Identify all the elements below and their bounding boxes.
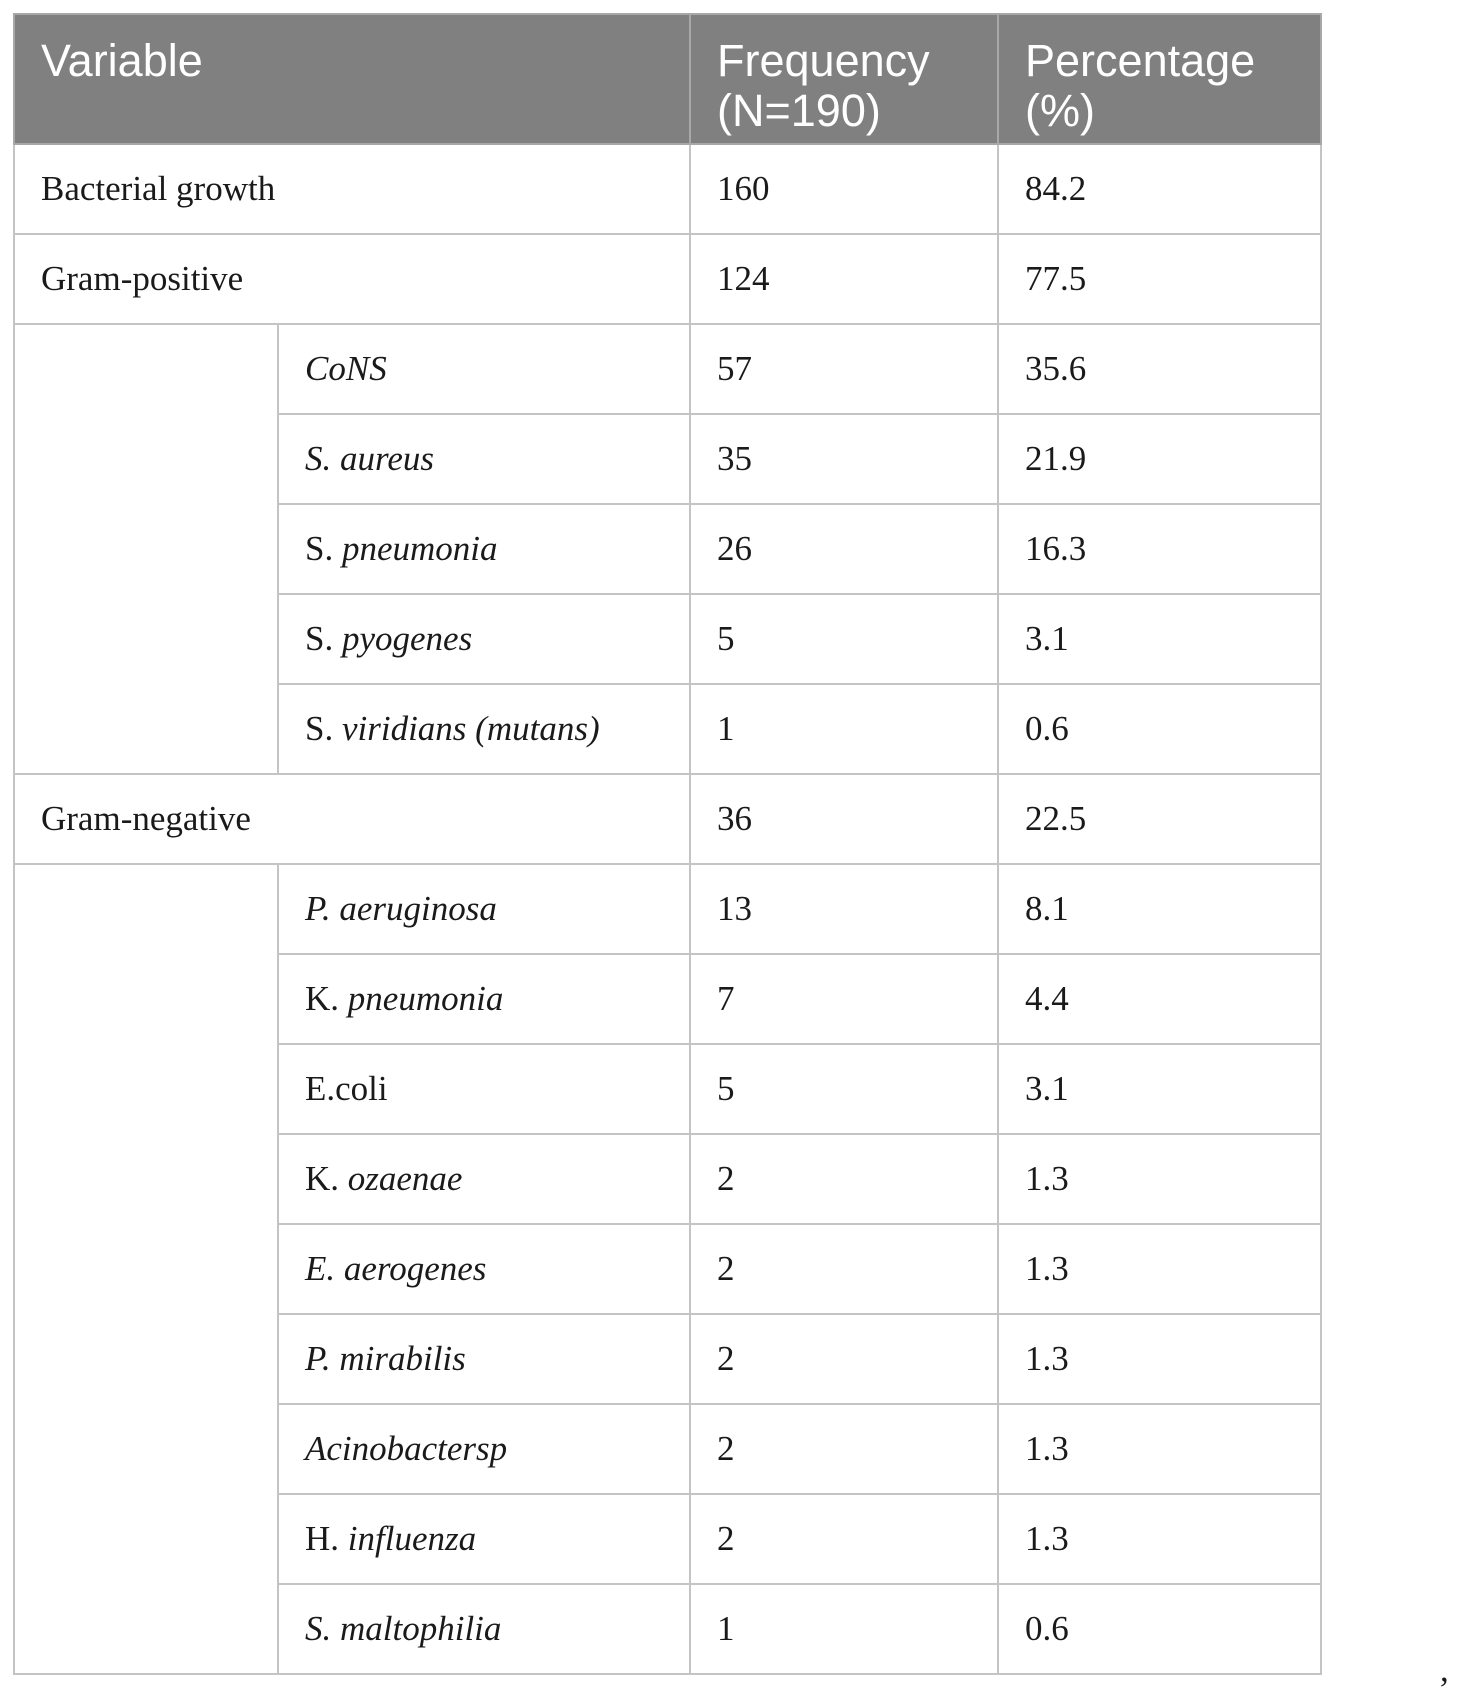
organism-species: Acinobactersp	[305, 1429, 508, 1468]
organism-frequency: 5	[689, 593, 1000, 685]
organism-name: P. mirabilis	[276, 1313, 692, 1405]
organism-prefix: E.coli	[305, 1069, 388, 1108]
organism-name: S. maltophilia	[276, 1583, 692, 1675]
table-row: P. aeruginosa 13 8.1	[13, 863, 1323, 1675]
organism-species: pneumonia	[341, 529, 498, 568]
table-body: Bacterial growth 160 84.2 Gram-positive 124 7…	[12, 143, 1323, 1675]
trailing-comma: ,	[1440, 1650, 1449, 1689]
organism-percentage: 4.4	[997, 953, 1323, 1045]
organism-percentage: 3.1	[997, 1043, 1323, 1135]
organism-species: viridians (mutans)	[341, 709, 600, 748]
header-variable: Variable	[12, 13, 692, 145]
table-row: P. mirabilis 2 1.3	[14, 1313, 1323, 1405]
organism-percentage: 21.9	[997, 413, 1323, 505]
organism-species: P. mirabilis	[305, 1339, 466, 1378]
group-indent-cell	[13, 323, 279, 775]
table-row: H. influenza 2 1.3	[14, 1493, 1323, 1585]
table-row: K. pneumonia 7 4.4	[14, 953, 1323, 1045]
organism-name: K. pneumonia	[276, 953, 692, 1045]
organism-frequency: 26	[689, 503, 1000, 595]
organism-frequency: 2	[689, 1133, 1000, 1225]
table-row: E. aerogenes 2 1.3	[14, 1223, 1323, 1315]
organism-frequency: 2	[689, 1493, 1000, 1585]
organism-prefix: K.	[305, 1159, 348, 1198]
organism-name: Acinobactersp	[276, 1403, 692, 1495]
organism-frequency: 2	[689, 1403, 1000, 1495]
group-percentage: 77.5	[997, 233, 1323, 325]
organism-species: S. aureus	[305, 439, 434, 478]
organism-percentage: 16.3	[997, 503, 1323, 595]
table-row: S. maltophilia 1 0.6	[14, 1583, 1323, 1675]
organism-species: influenza	[347, 1519, 477, 1558]
group-percentage: 22.5	[997, 773, 1323, 865]
organism-species: E. aerogenes	[305, 1249, 487, 1288]
organism-percentage: 1.3	[997, 1133, 1323, 1225]
header-frequency: Frequency (N=190)	[689, 13, 1000, 145]
organism-percentage: 1.3	[997, 1493, 1323, 1585]
header-row: Variable Frequency (N=190) Percentage (%…	[12, 13, 1323, 145]
organism-name: H. influenza	[276, 1493, 692, 1585]
organism-name: S. pyogenes	[276, 593, 692, 685]
group-indent-cell	[13, 863, 279, 1675]
organism-percentage: 0.6	[997, 1583, 1323, 1675]
table-row: S. aureus 35 21.9	[14, 413, 1323, 505]
table-row: K. ozaenae 2 1.3	[14, 1133, 1323, 1225]
organism-frequency: 57	[689, 323, 1000, 415]
table-header: Variable Frequency (N=190) Percentage (%…	[12, 13, 1323, 145]
organism-name: E.coli	[276, 1043, 692, 1135]
organism-name: S. aureus	[276, 413, 692, 505]
organism-prefix: H.	[305, 1519, 348, 1558]
table-row: E.coli 5 3.1	[14, 1043, 1323, 1135]
table-row: S. pyogenes 5 3.1	[14, 593, 1323, 685]
organism-name: S. viridians (mutans)	[276, 683, 692, 775]
organism-frequency: 1	[689, 683, 1000, 775]
table-row: CoNS 57 35.6	[13, 323, 1323, 775]
group-label: Gram-positive	[12, 233, 692, 325]
organism-name: S. pneumonia	[276, 503, 692, 595]
organism-frequency: 5	[689, 1043, 1000, 1135]
organism-species: S. maltophilia	[305, 1609, 502, 1648]
group-frequency: 160	[689, 143, 1000, 235]
organism-frequency: 13	[689, 863, 1000, 955]
group-label: Gram-negative	[12, 773, 692, 865]
organism-species: pyogenes	[341, 619, 473, 658]
header-percentage: Percentage (%)	[997, 13, 1323, 145]
bacterial-isolates-table: Variable Frequency (N=190) Percentage (%…	[12, 13, 1323, 1675]
group-frequency: 36	[689, 773, 1000, 865]
organism-percentage: 1.3	[997, 1313, 1323, 1405]
organism-percentage: 0.6	[997, 683, 1323, 775]
group-percentage: 84.2	[997, 143, 1323, 235]
organism-frequency: 2	[689, 1313, 1000, 1405]
organism-percentage: 1.3	[997, 1223, 1323, 1315]
organism-prefix: S.	[305, 619, 342, 658]
table-row-group: Gram-positive 124 77.5	[12, 233, 1323, 325]
organism-percentage: 35.6	[997, 323, 1323, 415]
organism-name: P. aeruginosa	[276, 863, 692, 955]
organism-species: P. aeruginosa	[305, 889, 497, 928]
organism-prefix: S.	[305, 529, 342, 568]
table-row: Acinobactersp 2 1.3	[14, 1403, 1323, 1495]
table-row: S. viridians (mutans) 1 0.6	[14, 683, 1323, 775]
organism-percentage: 3.1	[997, 593, 1323, 685]
group-label: Bacterial growth	[12, 143, 692, 235]
organism-frequency: 7	[689, 953, 1000, 1045]
table-row-group: Gram-negative 36 22.5	[12, 773, 1323, 865]
organism-frequency: 35	[689, 413, 1000, 505]
organism-frequency: 1	[689, 1583, 1000, 1675]
organism-percentage: 8.1	[997, 863, 1323, 955]
organism-species: pneumonia	[347, 979, 504, 1018]
organism-percentage: 1.3	[997, 1403, 1323, 1495]
organism-frequency: 2	[689, 1223, 1000, 1315]
organism-prefix: K.	[305, 979, 348, 1018]
table-row-group: Bacterial growth 160 84.2	[12, 143, 1323, 235]
group-frequency: 124	[689, 233, 1000, 325]
organism-name: K. ozaenae	[276, 1133, 692, 1225]
organism-prefix: S.	[305, 709, 342, 748]
organism-species: ozaenae	[347, 1159, 463, 1198]
organism-species: CoNS	[305, 349, 387, 388]
organism-name: E. aerogenes	[276, 1223, 692, 1315]
table-row: S. pneumonia 26 16.3	[14, 503, 1323, 595]
organism-name: CoNS	[276, 323, 692, 415]
